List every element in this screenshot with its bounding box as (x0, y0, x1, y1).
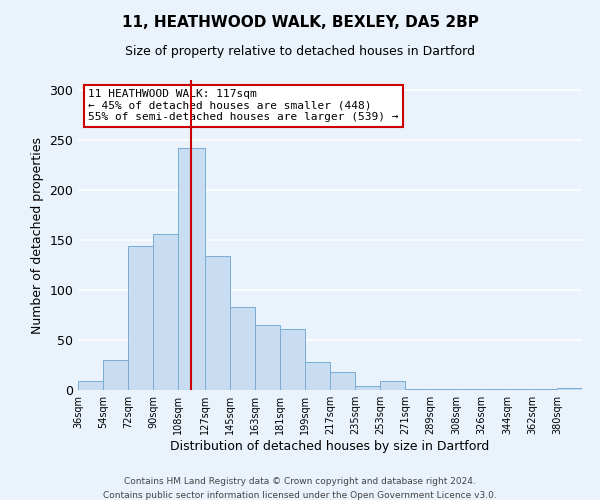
Text: Contains public sector information licensed under the Open Government Licence v3: Contains public sector information licen… (103, 491, 497, 500)
Bar (305, 362, 330, 390)
Text: 11 HEATHWOOD WALK: 117sqm
← 45% of detached houses are smaller (448)
55% of semi: 11 HEATHWOOD WALK: 117sqm ← 45% of detac… (88, 90, 398, 122)
Text: 11, HEATHWOOD WALK, BEXLEY, DA5 2BP: 11, HEATHWOOD WALK, BEXLEY, DA5 2BP (122, 15, 478, 30)
Bar (255, 325, 280, 390)
Bar (78, 381, 103, 390)
Bar (230, 307, 255, 390)
Bar (507, 389, 532, 390)
Bar (457, 389, 482, 390)
Bar (532, 389, 557, 390)
Bar (280, 329, 305, 390)
Bar (330, 372, 355, 390)
Bar (205, 256, 230, 390)
Bar (103, 360, 128, 390)
Bar (178, 148, 205, 390)
Y-axis label: Number of detached properties: Number of detached properties (31, 136, 44, 334)
Text: Size of property relative to detached houses in Dartford: Size of property relative to detached ho… (125, 45, 475, 58)
Bar (557, 388, 582, 390)
Bar (355, 386, 380, 390)
Bar (153, 234, 178, 390)
Bar (128, 246, 153, 390)
Text: Contains HM Land Registry data © Crown copyright and database right 2024.: Contains HM Land Registry data © Crown c… (124, 478, 476, 486)
Bar (430, 389, 457, 390)
X-axis label: Distribution of detached houses by size in Dartford: Distribution of detached houses by size … (170, 440, 490, 453)
Bar (482, 389, 507, 390)
Bar (405, 389, 430, 390)
Bar (380, 381, 405, 390)
